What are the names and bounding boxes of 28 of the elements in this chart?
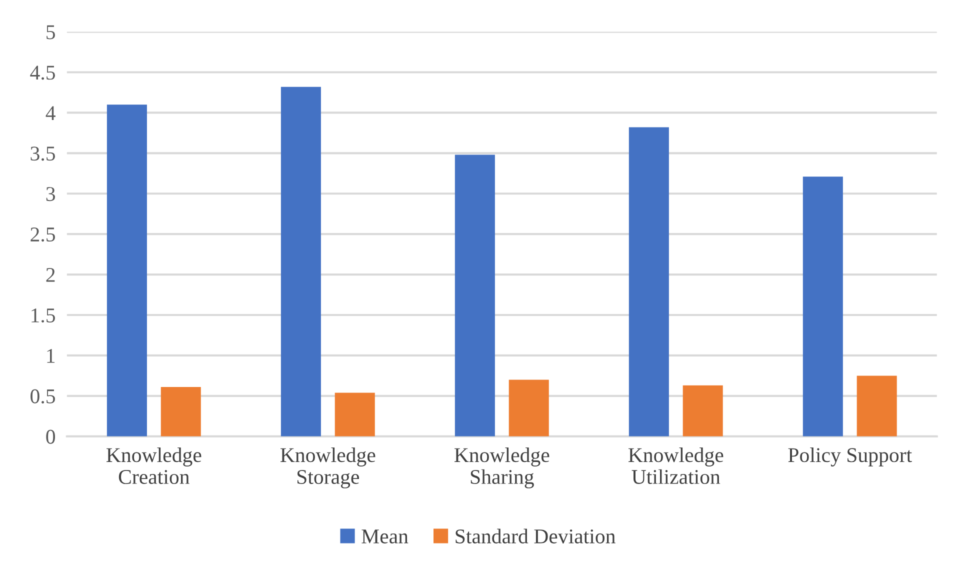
bar xyxy=(280,86,321,436)
x-tick-label: Knowledge Creation xyxy=(106,448,202,484)
y-tick-label: 1.5 xyxy=(32,308,55,323)
bar xyxy=(856,376,897,436)
y-tick-label: 4.5 xyxy=(30,66,55,80)
bar xyxy=(802,176,843,436)
y-tick-label: 1 xyxy=(47,348,55,363)
legend-label: Mean xyxy=(362,530,408,544)
bar xyxy=(160,387,201,436)
y-tick-label: 2 xyxy=(46,268,55,282)
y-tick-label: 4 xyxy=(46,106,56,120)
y-tick-label: 0 xyxy=(46,430,56,444)
bar xyxy=(106,104,147,436)
y-tick-label: 2.5 xyxy=(30,228,55,242)
y-tick-label: 5 xyxy=(46,25,55,40)
bar xyxy=(628,127,669,436)
y-tick-label: 3 xyxy=(46,187,55,202)
x-tick-label: Knowledge Utilization xyxy=(628,448,724,484)
y-tick-label: 0.5 xyxy=(30,389,55,404)
legend-label: Standard Deviation xyxy=(456,528,616,544)
x-tick-label: Knowledge Storage xyxy=(280,448,376,488)
bar xyxy=(454,154,495,436)
bar xyxy=(682,385,723,436)
x-tick-label: Knowledge Sharing xyxy=(454,448,550,488)
bar xyxy=(334,392,375,436)
x-tick-label: Policy Support xyxy=(788,448,912,466)
bar xyxy=(508,380,549,436)
y-tick-label: 3.5 xyxy=(30,146,55,161)
